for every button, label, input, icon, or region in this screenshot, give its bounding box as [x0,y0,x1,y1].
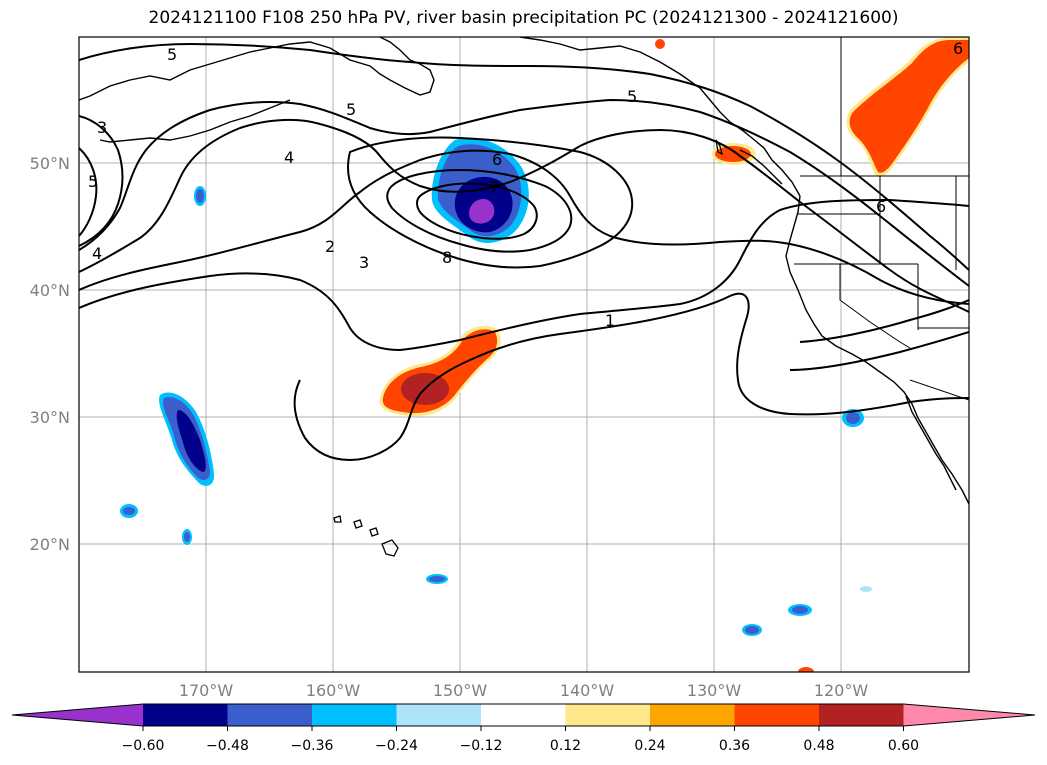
lat-label-20n: 20°N [30,535,70,554]
contour-label: 5 [167,45,177,64]
contour-subtropical [293,292,969,462]
contour-gulf-6 [347,136,634,269]
lat-labels: 50°N 40°N 30°N 20°N [30,154,70,554]
hawaii-kauai [333,515,342,523]
contour-gulf-7 [386,168,573,253]
colorbar-segment [312,704,397,726]
neg-speck-5b [745,626,759,634]
neg-blob-gulf-l4 [469,198,495,224]
contour-label: 2 [325,237,335,256]
contour-east-2 [789,331,969,371]
pv-contours [79,42,969,462]
colorbar-extend-high [903,704,1035,726]
alaska-mainland [519,37,801,197]
neg-speck-2b [123,507,135,515]
pos-spot-bottom [798,667,814,672]
contour-6 [79,115,124,247]
contour-label: 6 [492,150,502,169]
lon-labels: 170°W 160°W 150°W 140°W 130°W 120°W [179,681,869,700]
hawaii-big-island [381,539,399,557]
contour-east-3 [799,299,969,343]
hawaii-oahu [353,519,363,529]
neg-speck-6b [792,606,808,614]
colorbar-segment [734,704,820,726]
lat-label-40n: 40°N [30,281,70,300]
contour-5 [79,42,969,271]
contour-7 [79,147,98,237]
neg-speck-8 [860,586,872,592]
islands [333,139,723,557]
neg-blob-west-l3 [176,410,206,472]
contour-label: 5 [88,172,98,191]
neg-speck-4b [429,576,445,582]
colorbar-segment [481,704,566,726]
map-background [79,37,969,672]
colorbar-tick-label: 0.48 [803,738,834,754]
map-frame [78,36,970,673]
contour-label: 6 [953,39,963,58]
map-title: 2024121100 F108 250 hPa PV, river basin … [148,8,899,28]
colorbar-segment [227,704,313,726]
neg-speck-1b [196,189,204,203]
colorbar-tick-label: −0.24 [375,738,418,754]
contour-label: 3 [359,253,369,272]
colorbar-segment [819,704,904,726]
colorbar-tick-label: −0.36 [291,738,334,754]
contour-label: 4 [92,244,102,263]
contour-label: 6 [876,197,886,216]
lon-label-150w: 150°W [433,681,488,700]
contour-2 [79,149,969,305]
colorbar-tick-label: −0.48 [206,738,249,754]
contour-1 [79,198,969,352]
haida-gwaii [715,139,723,156]
contour-3 [79,118,969,313]
pos-spot-top [655,39,665,49]
neg-speck-3b [184,532,190,542]
contour-label: 1 [605,311,615,330]
lon-label-160w: 160°W [306,681,361,700]
lon-label-130w: 130°W [687,681,742,700]
gridlines [79,37,969,672]
contour-label: 8 [442,248,452,267]
pos-plume-ne-l2 [849,40,969,173]
colorbar: −0.60 −0.48 −0.36 −0.24 −0.12 0.12 0.24 0.36 0.4… [11,703,1036,754]
colorbar-segment [565,704,651,726]
contour-label: 3 [97,118,107,137]
colorbar-tick-label: −0.12 [460,738,503,754]
hawaii-maui [369,527,379,537]
colorbar-tick-label: −0.60 [122,738,165,754]
neg-speck-7b [846,412,860,424]
lon-label-170w: 170°W [179,681,234,700]
lat-label-50n: 50°N [30,154,70,173]
aleutians [99,99,291,143]
colorbar-segment [396,704,482,726]
contour-label: 5 [346,100,356,119]
contour-label: 4 [284,148,294,167]
contour-label-group: 5 5 5 3 5 4 4 2 3 6 7 8 1 6 6 [88,39,963,330]
lon-label-120w: 120°W [814,681,869,700]
colorbar-tick-label: 0.60 [888,738,919,754]
lat-label-30n: 30°N [30,408,70,427]
colorbar-segment [143,704,228,726]
baja-california [905,395,957,491]
ca-nv-border [839,264,911,349]
colorbar-tick-label: 0.24 [634,738,665,754]
colorbar-tick-label: 0.36 [719,738,750,754]
contour-gulf-8 [416,182,538,240]
vancouver-island [739,149,783,185]
contour-4 [79,98,969,287]
colorbar-extend-low [12,704,143,726]
contour-label: 5 [627,87,637,106]
north-america-west-coast [785,195,969,505]
colorbar-tick-label: 0.12 [550,738,581,754]
contour-label: 7 [489,178,499,197]
colorbar-segment [650,704,735,726]
mexico-border [909,379,969,401]
lon-label-140w: 140°W [560,681,615,700]
